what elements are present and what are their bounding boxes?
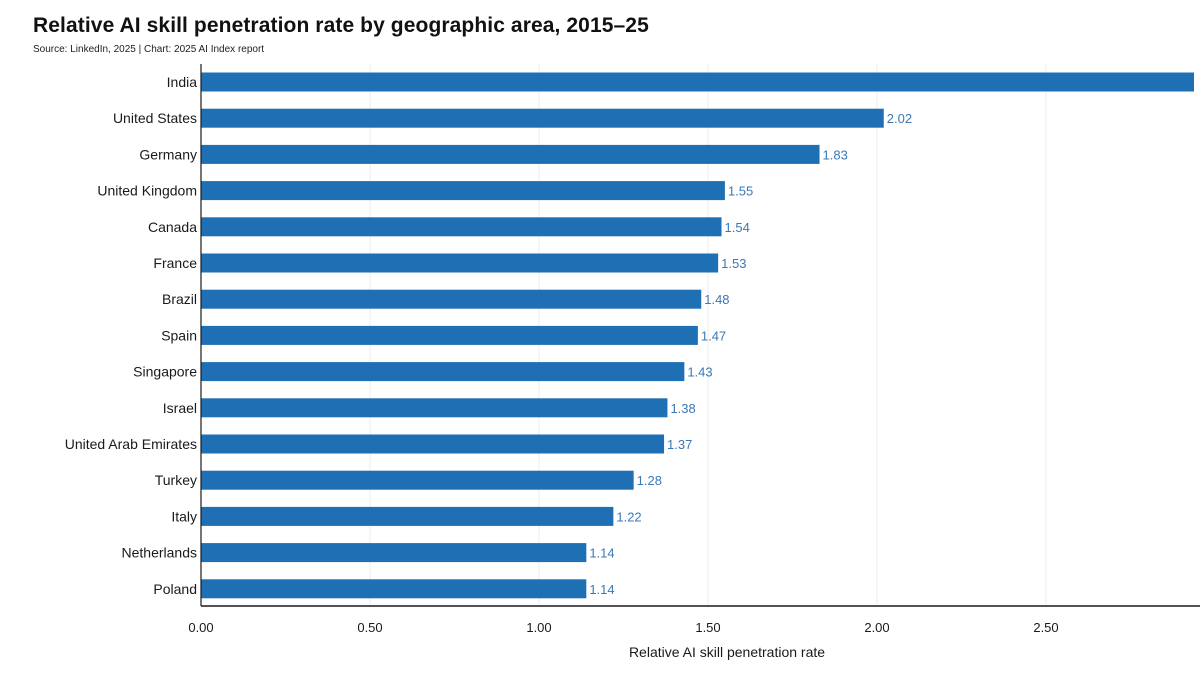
x-tick-label: 0.00 [188, 620, 213, 635]
category-label: Turkey [155, 472, 197, 488]
x-tick-label: 2.00 [864, 620, 889, 635]
chart-title: Relative AI skill penetration rate by ge… [33, 14, 649, 37]
category-label: United Kingdom [97, 183, 197, 199]
value-label: 1.38 [670, 401, 695, 416]
value-label: 1.28 [637, 473, 662, 488]
value-label: 1.83 [823, 147, 848, 162]
x-tick-label: 1.00 [526, 620, 551, 635]
bar [201, 325, 698, 345]
bar [201, 362, 685, 382]
category-label: France [153, 255, 197, 271]
category-label: Canada [148, 219, 197, 235]
category-label: India [167, 74, 198, 90]
bar [201, 108, 884, 128]
value-label: 1.14 [589, 546, 614, 561]
x-tick-label: 0.50 [357, 620, 382, 635]
bar-layer: 2.02 1.83 1.55 1.54 1.53 1.48 1.47 1.43 1.38 1.37… [201, 72, 1194, 599]
x-tick-label: 2.50 [1033, 620, 1058, 635]
bar [201, 398, 668, 418]
category-label: Singapore [133, 364, 197, 380]
category-label: Netherlands [122, 545, 198, 561]
chart-source: Source: LinkedIn, 2025 | Chart: 2025 AI … [33, 44, 265, 55]
value-label: 1.43 [687, 365, 712, 380]
bar [201, 579, 587, 599]
category-label: Israel [163, 400, 197, 416]
x-axis-title: Relative AI skill penetration rate [629, 644, 825, 660]
category-label: Brazil [162, 291, 197, 307]
category-label: Spain [161, 327, 197, 343]
bar [201, 72, 1194, 92]
value-label: 1.55 [728, 184, 753, 199]
value-label: 1.37 [667, 437, 692, 452]
value-label: 1.53 [721, 256, 746, 271]
bar [201, 144, 820, 164]
bar [201, 434, 665, 454]
bar [201, 543, 587, 563]
x-tick-label: 1.50 [695, 620, 720, 635]
category-label: United States [113, 110, 197, 126]
value-label: 1.48 [704, 292, 729, 307]
bar [201, 253, 719, 273]
value-label: 1.54 [725, 220, 750, 235]
category-label: United Arab Emirates [65, 436, 197, 452]
category-label: Italy [171, 508, 197, 524]
category-label: Germany [139, 146, 197, 162]
bar [201, 217, 722, 237]
value-label: 1.22 [616, 509, 641, 524]
bar [201, 470, 634, 490]
bar [201, 289, 702, 309]
value-label: 1.14 [589, 582, 614, 597]
bar [201, 506, 614, 526]
value-label: 1.47 [701, 328, 726, 343]
category-label: Poland [153, 581, 197, 597]
bar [201, 181, 725, 201]
value-label: 2.02 [887, 111, 912, 126]
axis-layer: 0.000.501.001.502.002.503IndiaUnited Sta… [65, 64, 1200, 635]
